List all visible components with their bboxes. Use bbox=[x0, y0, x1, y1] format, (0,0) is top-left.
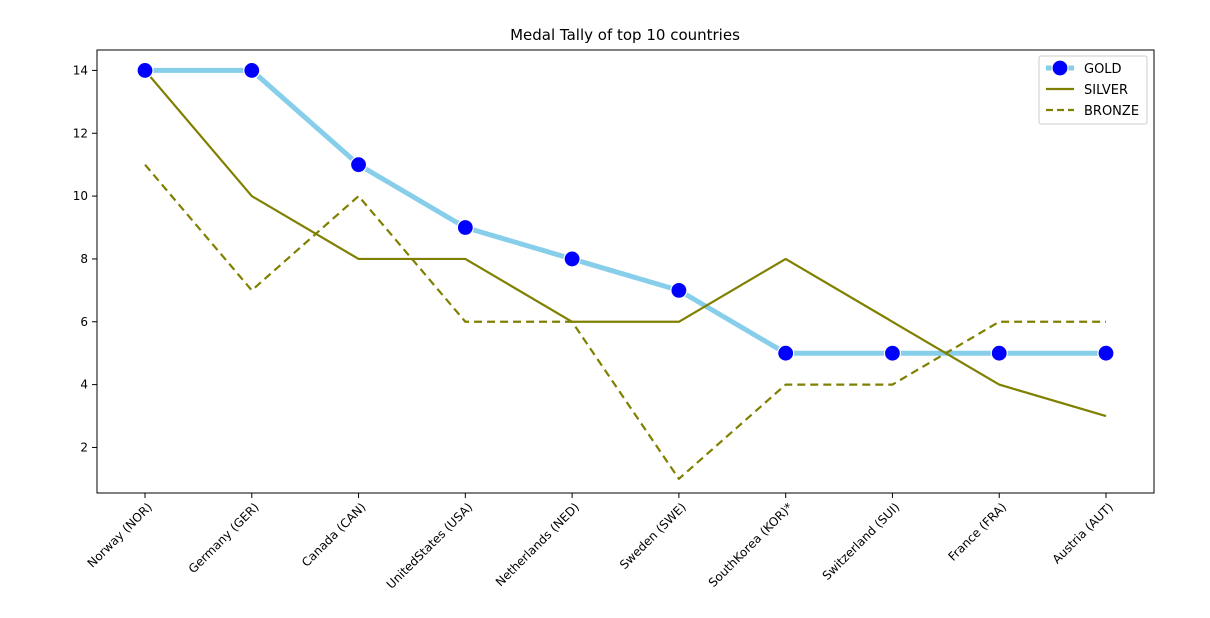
x-tick-label: SouthKorea (KOR)* bbox=[706, 500, 796, 590]
data-point-gold bbox=[1097, 344, 1115, 362]
x-tick-label: Canada (CAN) bbox=[299, 500, 369, 570]
series-layer bbox=[136, 61, 1115, 480]
x-tick-label: UnitedStates (USA) bbox=[384, 500, 476, 592]
data-point-gold bbox=[349, 156, 368, 174]
y-tick-label: 6 bbox=[80, 315, 88, 329]
legend-label: GOLD bbox=[1084, 62, 1122, 77]
y-tick-label: 8 bbox=[80, 252, 88, 266]
y-tick-label: 4 bbox=[80, 378, 88, 392]
y-axis: 2 4 6 8 10 12 14 bbox=[73, 63, 97, 454]
legend: GOLD SILVER BRONZE bbox=[1038, 55, 1148, 125]
x-tick-label: Sweden (SWE) bbox=[617, 500, 689, 572]
data-point-gold bbox=[777, 344, 795, 362]
x-tick-label: Germany (GER) bbox=[186, 500, 262, 576]
data-point-gold bbox=[243, 61, 261, 80]
x-axis: Norway (NOR) Germany (GER) Canada (CAN) Uni… bbox=[85, 493, 1116, 592]
y-tick-label: 14 bbox=[73, 63, 88, 77]
series-line-bronze bbox=[144, 163, 1106, 480]
data-point-gold bbox=[990, 344, 1008, 362]
x-tick-label: Netherlands (NED) bbox=[493, 500, 582, 589]
data-point-gold bbox=[670, 281, 688, 299]
data-point-gold bbox=[456, 218, 474, 237]
chart-title: Medal Tally of top 10 countries bbox=[510, 26, 740, 44]
y-tick-label: 12 bbox=[73, 126, 88, 140]
legend-marker-gold bbox=[1051, 59, 1069, 77]
legend-label: BRONZE bbox=[1084, 104, 1139, 119]
data-point-gold bbox=[136, 61, 154, 80]
data-point-gold bbox=[883, 344, 902, 362]
plot-area bbox=[96, 49, 1155, 494]
x-tick-label: Austria (AUT) bbox=[1050, 500, 1116, 566]
data-point-gold bbox=[563, 250, 581, 268]
x-tick-label: Switzerland (SUI) bbox=[820, 500, 903, 583]
y-tick-label: 2 bbox=[80, 440, 88, 454]
legend-label: SILVER bbox=[1084, 83, 1128, 98]
x-tick-label: Norway (NOR) bbox=[85, 500, 155, 570]
y-tick-label: 10 bbox=[73, 189, 88, 203]
x-tick-label: France (FRA) bbox=[945, 500, 1009, 564]
